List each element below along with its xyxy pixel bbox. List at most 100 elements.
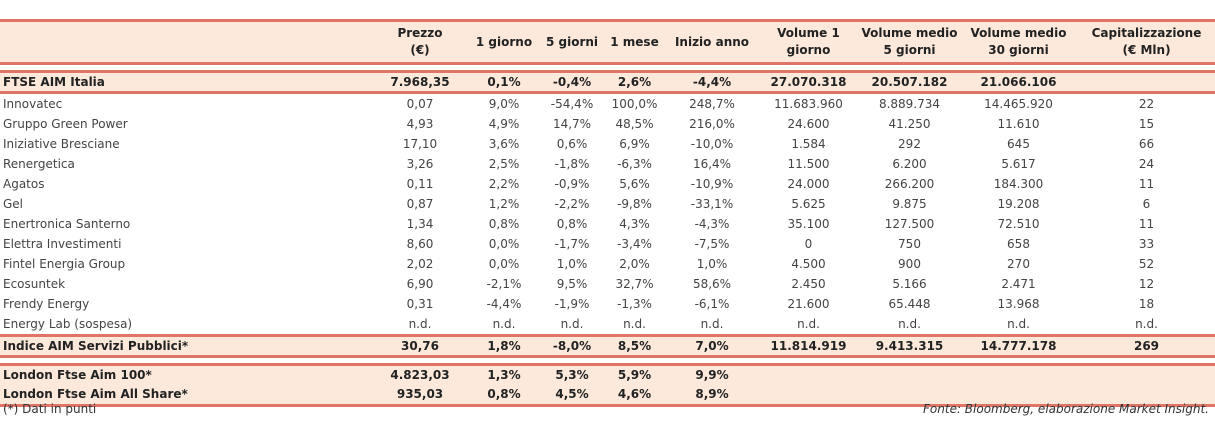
cell-value: -1,8% xyxy=(554,157,590,171)
cell-value: -8,0% xyxy=(542,334,602,358)
cell-value xyxy=(860,363,959,385)
cell-value: 27.070.318 xyxy=(757,70,860,94)
cell-value: 32,7% xyxy=(615,277,654,291)
cell-value: 1,2% xyxy=(488,197,520,211)
row-label: Gel xyxy=(3,197,24,211)
column-header-line: Inizio anno xyxy=(674,34,750,49)
cell-value: 0,8% xyxy=(466,385,542,407)
cell-value: 658 xyxy=(1007,237,1030,251)
cell-value: 184.300 xyxy=(993,177,1044,191)
row-label: Gruppo Green Power xyxy=(3,117,128,131)
table-row: Enertronica Santerno 1,34 0,8% 0,8% 4,3% -4,3… xyxy=(0,214,1215,234)
column-header: 1 mese xyxy=(602,19,667,65)
index-row-ftse-aim-italia: FTSE AIM Italia 7.968,35 0,1% -0,4% 2,6% -4,4… xyxy=(0,70,1215,94)
cell-value: 6.200 xyxy=(892,157,927,171)
column-header-line: Capitalizzazione xyxy=(1091,26,1202,40)
cell-value: 4.500 xyxy=(791,257,826,271)
cell-value: 20.507.182 xyxy=(860,70,959,94)
cell-value: 16,4% xyxy=(692,157,732,171)
cell-value: 9.875 xyxy=(892,197,927,211)
cell-value: 2,5% xyxy=(488,157,520,171)
row-label: Fintel Energia Group xyxy=(3,257,126,271)
cell-value: -1,3% xyxy=(617,297,652,311)
column-header-line: 1 giorno xyxy=(475,34,533,49)
cell-value: 2.471 xyxy=(1001,277,1036,291)
row-label: Iniziative Bresciane xyxy=(3,137,120,151)
column-header-line: Prezzo xyxy=(397,26,443,40)
cell-value: 11.500 xyxy=(787,157,830,171)
cell-value: 13.968 xyxy=(997,297,1040,311)
cell-value: 24.600 xyxy=(787,117,830,131)
row-label: Innovatec xyxy=(3,97,63,111)
cell-value: 15 xyxy=(1138,117,1155,131)
cell-value: -2,2% xyxy=(554,197,590,211)
row-label: Energy Lab (sospesa) xyxy=(3,317,133,331)
index-row-london: London Ftse Aim All Share* 935,03 0,8% 4,5%… xyxy=(0,385,1215,407)
cell-value xyxy=(1078,385,1215,407)
cell-value: 11.610 xyxy=(997,117,1040,131)
cell-value: 8,9% xyxy=(667,385,757,407)
cell-value: 1,0% xyxy=(696,257,728,271)
cell-value: 18 xyxy=(1138,297,1155,311)
cell-value: -10,9% xyxy=(690,177,734,191)
index-row-london: London Ftse Aim 100* 4.823,03 1,3% 5,3% 5,9%… xyxy=(0,363,1215,385)
cell-value: -1,9% xyxy=(554,297,590,311)
cell-value: 270 xyxy=(1007,257,1030,271)
cell-value: 1,8% xyxy=(466,334,542,358)
cell-value: 72.510 xyxy=(997,217,1040,231)
cell-value: 2,2% xyxy=(488,177,520,191)
column-header: Capitalizzazione (€ Mln) xyxy=(1078,19,1215,65)
cell-value: 0,11 xyxy=(406,177,434,191)
cell-value: 11 xyxy=(1138,177,1155,191)
cell-value: 4,3% xyxy=(619,217,650,231)
cell-value: 6,90 xyxy=(406,277,434,291)
cell-value: -3,4% xyxy=(617,237,652,251)
cell-value: 5,9% xyxy=(602,363,667,385)
index-row-servizi-pubblici: Indice AIM Servizi Pubblici* 30,76 1,8% -8,… xyxy=(0,334,1215,358)
cell-value: 0,1% xyxy=(466,70,542,94)
cell-value: n.d. xyxy=(700,317,724,331)
cell-value: 6 xyxy=(1142,197,1151,211)
column-header: 5 giorni xyxy=(542,19,602,65)
cell-value: n.d. xyxy=(1007,317,1030,331)
cell-value: -9,8% xyxy=(617,197,652,211)
table-row: Energy Lab (sospesa) n.d. n.d. n.d. n.d. n.d.… xyxy=(0,314,1215,336)
cell-value: 0,6% xyxy=(556,137,588,151)
cell-value: 0 xyxy=(804,237,813,251)
cell-value: 33 xyxy=(1138,237,1155,251)
cell-value: 19.208 xyxy=(997,197,1040,211)
cell-value: 266.200 xyxy=(884,177,935,191)
table-row: Agatos 0,11 2,2% -0,9% 5,6% -10,9% 24.000 266.2… xyxy=(0,174,1215,194)
cell-value: -0,9% xyxy=(554,177,590,191)
column-header-line: 1 mese xyxy=(610,34,659,49)
column-header: Volume medio 30 giorni xyxy=(959,19,1078,65)
cell-value: 14.465.920 xyxy=(984,97,1053,111)
cell-value: 9,5% xyxy=(556,277,588,291)
cell-value: 9,9% xyxy=(667,363,757,385)
cell-value: 21.600 xyxy=(787,297,830,311)
cell-value: 12 xyxy=(1138,277,1155,291)
cell-value: 1.584 xyxy=(791,137,826,151)
cell-value: 7.968,35 xyxy=(374,70,466,94)
table-row: Gel 0,87 1,2% -2,2% -9,8% -33,1% 5.625 9.875 19.… xyxy=(0,194,1215,214)
cell-value: 2,6% xyxy=(602,70,667,94)
cell-value: 1,3% xyxy=(466,363,542,385)
column-header: Inizio anno xyxy=(667,19,757,65)
cell-value: 8,5% xyxy=(602,334,667,358)
cell-value: 750 xyxy=(898,237,921,251)
row-label: Elettra Investimenti xyxy=(3,237,122,251)
cell-value: 100,0% xyxy=(611,97,658,111)
cell-value: 0,0% xyxy=(488,257,520,271)
column-header: Volume 1 giorno xyxy=(757,19,860,65)
cell-value xyxy=(757,363,860,385)
cell-value: 4.823,03 xyxy=(374,363,466,385)
cell-value: 0,8% xyxy=(488,217,520,231)
cell-value: -33,1% xyxy=(690,197,734,211)
column-header-line: Volume 1 xyxy=(777,26,840,40)
cell-value xyxy=(757,385,860,407)
cell-value: 65.448 xyxy=(888,297,931,311)
table-row: Frendy Energy 0,31 -4,4% -1,9% -1,3% -6,1% 21.… xyxy=(0,294,1215,314)
cell-value: 0,31 xyxy=(406,297,434,311)
cell-value: 0,87 xyxy=(406,197,434,211)
cell-value: 248,7% xyxy=(689,97,735,111)
